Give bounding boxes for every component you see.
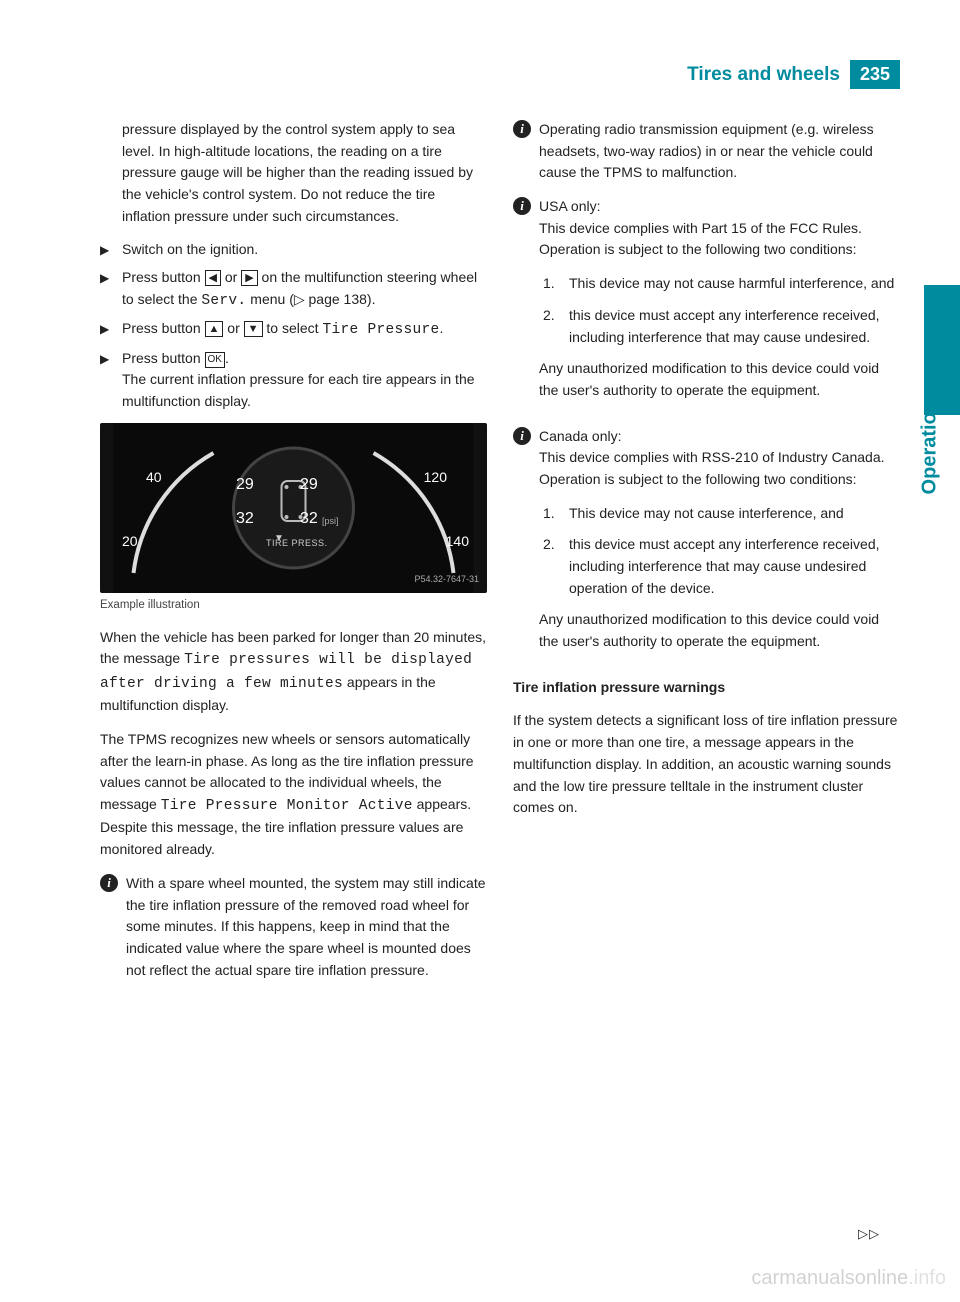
down-key-icon: ▼ — [244, 321, 263, 337]
info-icon: i — [100, 874, 118, 892]
column-left: pressure displayed by the control system… — [100, 119, 487, 993]
info-spare-wheel-text: With a spare wheel mounted, the system m… — [126, 873, 487, 981]
info-usa: i USA only: This device complies with Pa… — [513, 196, 900, 414]
up-key-icon: ▲ — [205, 321, 224, 337]
info-usa-body: This device complies with Part 15 of the… — [539, 218, 900, 261]
para-parked: When the vehicle has been parked for lon… — [100, 627, 487, 717]
info-canada-tail: Any unauthorized modification to this de… — [539, 609, 900, 652]
gauge-140: 140 — [446, 531, 469, 553]
psi-fl: 29 — [236, 473, 254, 498]
para-tpms-learn: The TPMS recognizes new wheels or sensor… — [100, 729, 487, 861]
dashboard-illustration: 40 20 120 140 29 29 32 32 [psi] TIRE PRE… — [100, 423, 487, 593]
canada-conditions-list: 1.This device may not cause interference… — [539, 503, 900, 600]
gauge-20: 20 — [122, 531, 138, 553]
info-usa-tail: Any unauthorized modification to this de… — [539, 358, 900, 401]
list-item: 1.This device may not cause interference… — [543, 503, 900, 525]
info-spare-wheel: i With a spare wheel mounted, the system… — [100, 873, 487, 981]
info-canada-head: Canada only: — [539, 426, 900, 448]
column-right: i Operating radio transmission equipment… — [513, 119, 900, 993]
step-1-text: Switch on the ignition. — [122, 239, 487, 261]
intro-paragraph: pressure displayed by the control system… — [100, 119, 487, 227]
content-columns: pressure displayed by the control system… — [100, 119, 900, 993]
info-icon: i — [513, 427, 531, 445]
subheading-warnings: Tire inflation pressure warnings — [513, 677, 900, 699]
gauge-40: 40 — [146, 467, 162, 489]
step-marker-icon: ▶ — [100, 350, 114, 413]
msg-monitor-active: Tire Pressure Monitor Active — [161, 798, 413, 814]
info-radio-text: Operating radio transmission equipment (… — [539, 119, 900, 184]
gauge-120: 120 — [424, 467, 447, 489]
serv-menu-label: Serv. — [201, 293, 246, 309]
psi-fr: 29 — [300, 473, 318, 498]
right-key-icon: ▶ — [241, 270, 257, 286]
header-title: Tires and wheels — [687, 64, 840, 86]
step-marker-icon: ▶ — [100, 320, 114, 341]
page-header: Tires and wheels 235 — [100, 60, 900, 89]
info-radio: i Operating radio transmission equipment… — [513, 119, 900, 184]
info-canada-body: This device complies with RSS-210 of Ind… — [539, 447, 900, 490]
illustration-caption: Example illustration — [100, 597, 487, 615]
psi-unit: [psi] — [322, 515, 339, 529]
psi-rr: 32 — [300, 507, 318, 532]
watermark: carmanualsonline.info — [751, 1267, 946, 1290]
step-2-text: Press button ◀ or ▶ on the multifunction… — [122, 267, 487, 312]
step-4: ▶ Press button OK. The current inflation… — [100, 348, 487, 413]
tire-pressure-label: Tire Pressure — [322, 322, 439, 338]
page-number: 235 — [850, 60, 900, 89]
section-label: Operation — [918, 400, 941, 494]
step-1: ▶ Switch on the ignition. — [100, 239, 487, 261]
section-tab — [924, 285, 960, 415]
left-key-icon: ◀ — [205, 270, 221, 286]
info-canada: i Canada only: This device complies with… — [513, 426, 900, 665]
psi-rl: 32 — [236, 507, 254, 532]
step-marker-icon: ▶ — [100, 241, 114, 261]
info-usa-head: USA only: — [539, 196, 900, 218]
para-warnings: If the system detects a significant loss… — [513, 710, 900, 818]
step-3: ▶ Press button ▲ or ▼ to select Tire Pre… — [100, 318, 487, 341]
list-item: 1.This device may not cause harmful inte… — [543, 273, 900, 295]
info-icon: i — [513, 120, 531, 138]
step-4-text: Press button OK. The current inflation p… — [122, 348, 487, 413]
step-3-text: Press button ▲ or ▼ to select Tire Press… — [122, 318, 487, 341]
info-icon: i — [513, 197, 531, 215]
list-item: 2.this device must accept any interferen… — [543, 534, 900, 599]
ok-key-icon: OK — [205, 352, 225, 368]
step-2: ▶ Press button ◀ or ▶ on the multifuncti… — [100, 267, 487, 312]
illus-code: P54.32-7647-31 — [414, 573, 479, 587]
list-item: 2.this device must accept any interferen… — [543, 305, 900, 348]
step-marker-icon: ▶ — [100, 269, 114, 312]
usa-conditions-list: 1.This device may not cause harmful inte… — [539, 273, 900, 348]
continue-arrows-icon: ▷▷ — [858, 1226, 880, 1242]
